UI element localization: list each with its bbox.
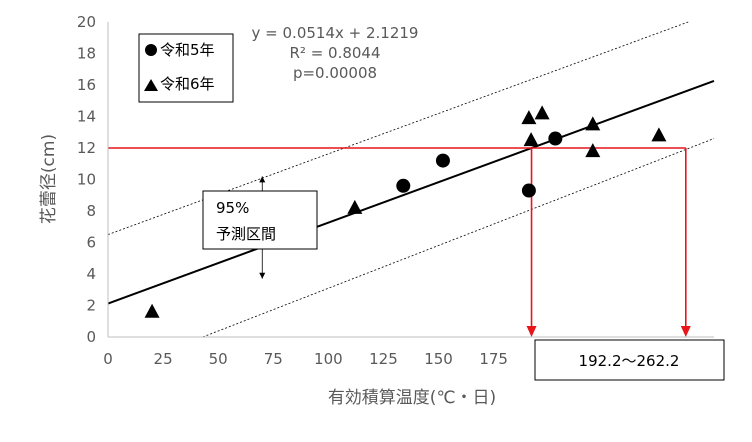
prediction-interval-label-line1: 95% [216, 199, 249, 217]
y-tick-label: 6 [86, 234, 96, 252]
range-box-frame [534, 339, 725, 381]
regression-r2: R² = 0.8044 [289, 44, 380, 62]
point-triangle [534, 105, 550, 120]
threshold-layer [108, 147, 691, 337]
y-axis-title: 花蕾径(cm) [39, 134, 59, 224]
legend-marker-circle [145, 44, 157, 56]
point-circle [548, 131, 563, 146]
regression-line [107, 80, 715, 305]
threshold-arrow-min-head [526, 326, 537, 337]
point-circle [435, 153, 450, 168]
legend-label-series-1: 令和5年 [160, 41, 215, 59]
threshold-arrow-max-head [680, 326, 691, 337]
y-tick-label: 0 [86, 328, 96, 346]
y-tick-label: 16 [77, 76, 96, 94]
point-triangle [523, 132, 539, 147]
x-tick-label: 125 [369, 350, 398, 368]
axes: 0 2 4 6 8 10 12 14 16 18 20 0 25 50 75 100 125 150 175 [77, 13, 714, 368]
y-tick-label: 18 [77, 45, 96, 63]
interval-arrowhead-down [259, 272, 266, 279]
y-tick-label: 4 [86, 265, 96, 283]
x-tick-label: 150 [424, 350, 453, 368]
regression-p-value: p=0.00008 [293, 64, 377, 82]
y-tick-label: 8 [86, 202, 96, 220]
legend-marker-triangle [144, 79, 158, 91]
x-tick-label: 75 [264, 350, 283, 368]
prediction-interval-box [202, 190, 318, 250]
x-tick-label: 175 [479, 350, 508, 368]
regression-equation: y = 0.0514x + 2.1219 [252, 24, 419, 42]
point-triangle [585, 116, 601, 131]
point-triangle [144, 303, 160, 318]
y-tick-label: 14 [77, 108, 96, 126]
x-tick-label: 25 [154, 350, 173, 368]
prediction-interval-layer [107, 21, 715, 338]
prediction-lower-line [202, 138, 715, 338]
data-points [144, 105, 667, 318]
x-tick-label: 50 [209, 350, 228, 368]
y-tick-label: 2 [86, 297, 96, 315]
legend: 令和5年 令和6年 [138, 33, 234, 103]
point-triangle [585, 143, 601, 158]
point-triangle [521, 110, 537, 125]
x-tick-label: 100 [314, 350, 343, 368]
interval-arrowhead-up [259, 176, 266, 183]
point-circle [521, 183, 536, 198]
legend-label-series-2: 令和6年 [160, 75, 215, 93]
prediction-interval-label: 95% 予測区間 [202, 190, 318, 250]
x-axis-title: 有効積算温度(℃・日) [328, 388, 496, 408]
prediction-upper-line [107, 21, 689, 236]
x-tick-label: 0 [103, 350, 113, 368]
point-triangle [347, 199, 363, 214]
regression-layer [107, 80, 715, 305]
range-box: 192.2～262.2 [534, 339, 725, 381]
prediction-interval-label-line2: 予測区間 [216, 225, 276, 243]
y-tick-label: 20 [77, 13, 96, 31]
range-label: 192.2～262.2 [579, 352, 680, 370]
point-triangle [651, 127, 667, 142]
y-tick-label: 12 [77, 139, 96, 157]
point-circle [396, 178, 411, 193]
y-tick-label: 10 [77, 171, 96, 189]
